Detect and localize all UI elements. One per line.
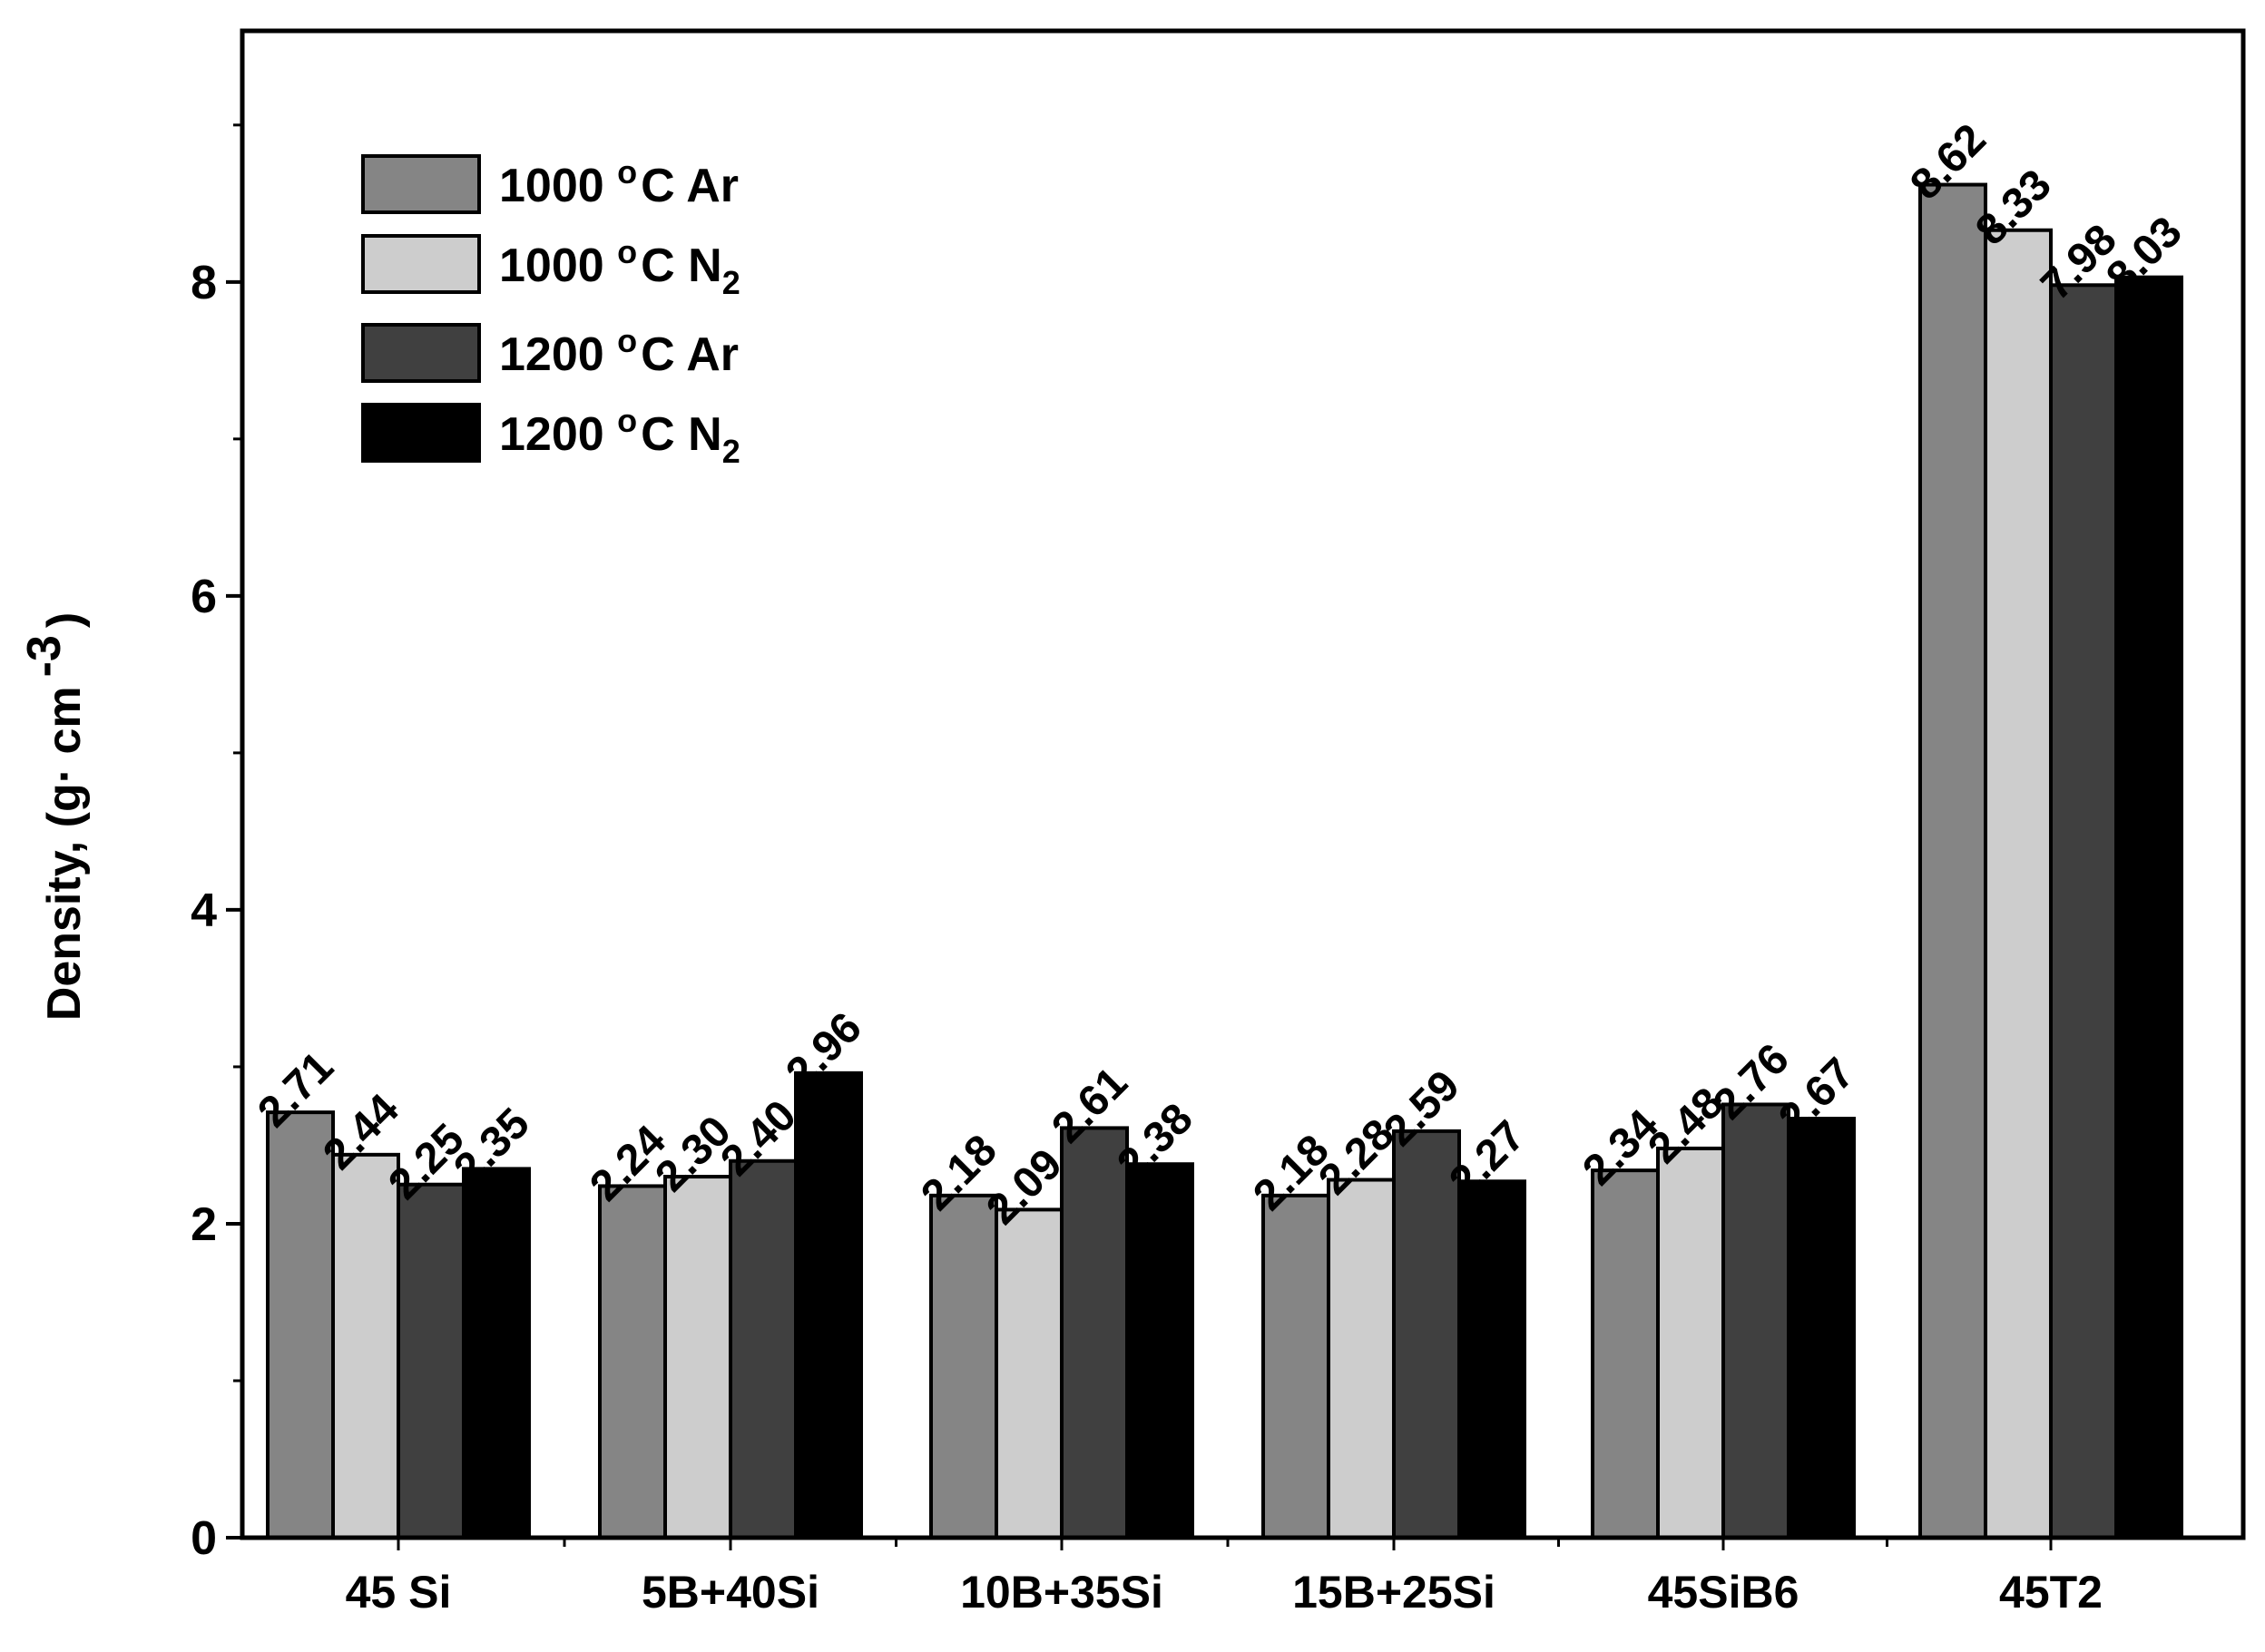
y-tick-label: 4 xyxy=(191,885,217,937)
legend-superscript: o xyxy=(617,233,637,270)
axes-layer: 45 Si 5B+40Si 10B+35Si 15B+25Si 45SiB6 45T2 0 2… xyxy=(191,28,2246,1618)
legend-subscript: 2 xyxy=(722,264,740,301)
bar-45sib6-series-2 xyxy=(1656,1146,1725,1540)
legend-prefix: 1000 xyxy=(499,160,617,212)
bar-15b+25si-series-3 xyxy=(1392,1129,1461,1540)
bar-5b+40si-series-3 xyxy=(729,1158,798,1540)
legend-label-3: 1200 oC Ar xyxy=(499,322,739,381)
y-tick-label: 2 xyxy=(191,1198,217,1251)
legend-main: C N xyxy=(641,408,722,461)
y-axis-title: Density, (g· cm -3) xyxy=(18,612,91,1021)
bars-layer xyxy=(266,182,2183,1540)
bar-10b+35si-series-2 xyxy=(995,1207,1064,1540)
legend-prefix: 1200 xyxy=(499,408,617,461)
bar-10b+35si-series-3 xyxy=(1060,1126,1129,1540)
bar-10b+35si-series-1 xyxy=(929,1193,998,1540)
legend-prefix: 1000 xyxy=(499,239,617,292)
legend-prefix: 1200 xyxy=(499,328,617,381)
y-axis-title-main: Density, (g· cm xyxy=(38,686,91,1021)
bar-45t2-series-4 xyxy=(2114,275,2183,1540)
legend-swatch-2 xyxy=(361,234,481,294)
bar-45sib6-series-4 xyxy=(1787,1117,1856,1540)
legend-label-1: 1000 oC Ar xyxy=(499,153,739,212)
bar-45si-series-3 xyxy=(397,1182,466,1540)
bar-15b+25si-series-1 xyxy=(1261,1193,1330,1540)
legend-superscript: o xyxy=(617,322,637,359)
x-tick-label: 45 Si xyxy=(346,1567,452,1618)
bar-45t2-series-3 xyxy=(2049,283,2118,1540)
x-tick-label: 10B+35Si xyxy=(960,1567,1163,1618)
x-tick-label: 15B+25Si xyxy=(1292,1567,1495,1618)
plot-frame xyxy=(240,28,2246,1540)
bar-15b+25si-series-4 xyxy=(1457,1179,1526,1540)
y-axis-title-close: ) xyxy=(38,612,91,628)
legend-swatch-4 xyxy=(361,403,481,463)
legend-superscript: o xyxy=(617,153,637,191)
x-tick-label: 5B+40Si xyxy=(642,1567,819,1618)
y-tick-label: 8 xyxy=(191,257,217,309)
bar-5b+40si-series-2 xyxy=(663,1175,732,1540)
y-axis-title-text: Density, (g· cm -3) xyxy=(18,612,91,1021)
bar-45sib6-series-3 xyxy=(1721,1102,1790,1540)
bar-5b+40si-series-4 xyxy=(794,1070,863,1540)
legend-subscript: 2 xyxy=(722,433,740,470)
x-tick-label: 45T2 xyxy=(1999,1567,2103,1618)
bar-10b+35si-series-4 xyxy=(1125,1162,1194,1540)
bar-45t2-series-1 xyxy=(1918,182,1987,1540)
bar-15b+25si-series-2 xyxy=(1327,1178,1396,1540)
y-tick-label: 0 xyxy=(191,1512,217,1565)
legend-superscript: o xyxy=(617,402,637,439)
y-tick-label: 6 xyxy=(191,571,217,623)
bar-45si-series-4 xyxy=(462,1167,531,1540)
legend-label-4: 1200 oC N2 xyxy=(499,402,740,470)
bar-45sib6-series-1 xyxy=(1591,1168,1660,1540)
bar-5b+40si-series-1 xyxy=(598,1184,667,1540)
x-tick-label: 45SiB6 xyxy=(1648,1567,1799,1618)
legend-main: C N xyxy=(641,239,722,292)
legend-swatch-3 xyxy=(361,323,481,383)
legend-swatch-1 xyxy=(361,154,481,214)
bar-45t2-series-2 xyxy=(1984,228,2053,1540)
legend-main: C Ar xyxy=(641,160,739,212)
legend-label-2: 1000 oC N2 xyxy=(499,233,740,301)
bar-45si-series-2 xyxy=(331,1152,400,1540)
legend-main: C Ar xyxy=(641,328,739,381)
y-axis-title-superscript: -3 xyxy=(18,635,71,677)
bar-45si-series-1 xyxy=(266,1110,335,1540)
